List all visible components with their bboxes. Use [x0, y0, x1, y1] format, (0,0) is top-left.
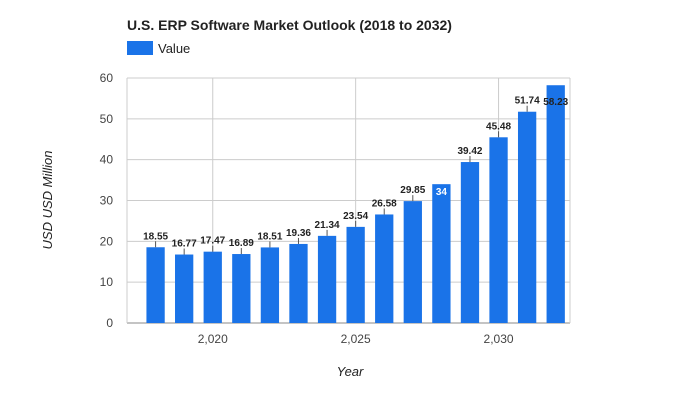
x-tick-label: 2,020: [198, 332, 228, 346]
data-label: 17.47: [200, 236, 225, 247]
legend-label: Value: [158, 41, 190, 56]
y-tick-label: 20: [100, 234, 114, 248]
bar: [175, 254, 194, 323]
y-tick-label: 50: [100, 112, 114, 126]
data-label: 18.51: [257, 231, 282, 242]
data-label: 45.48: [486, 121, 511, 132]
bar: [289, 243, 308, 323]
bar: [317, 235, 337, 323]
bar: [403, 201, 422, 323]
data-label: 58.23: [543, 97, 568, 108]
bar: [432, 184, 451, 323]
bar: [146, 247, 165, 323]
data-label: 51.74: [515, 96, 540, 107]
y-tick-label: 0: [106, 316, 113, 330]
data-label: 16.89: [229, 238, 254, 249]
data-label: 29.85: [400, 185, 425, 196]
bar: [546, 85, 565, 323]
bar: [375, 214, 394, 323]
data-label: 19.36: [286, 228, 311, 239]
y-tick-label: 10: [100, 275, 114, 289]
bars: [146, 85, 565, 323]
data-label: 18.55: [143, 231, 168, 242]
data-label: 23.54: [343, 211, 368, 222]
data-label: 21.34: [315, 220, 340, 231]
data-label: 39.42: [457, 146, 482, 157]
y-tick-label: 40: [100, 153, 114, 167]
x-axis-title: Year: [337, 364, 364, 379]
x-tick-label: 2,030: [484, 332, 514, 346]
gridlines: [126, 77, 571, 324]
x-tick-labels: 2,020 2,025 2,030: [198, 332, 514, 346]
legend: Value: [127, 41, 190, 56]
data-label: 26.58: [372, 198, 397, 209]
bar: [346, 226, 365, 323]
legend-swatch: [127, 41, 153, 55]
y-tick-label: 60: [100, 71, 114, 85]
bar: [232, 254, 251, 323]
bar: [489, 137, 508, 323]
data-label: 34: [436, 187, 448, 198]
bar: [460, 162, 480, 323]
chart-title: U.S. ERP Software Market Outlook (2018 t…: [127, 17, 452, 33]
data-label: 16.77: [172, 239, 197, 250]
bar: [517, 111, 537, 323]
y-axis-title: USD USD Million: [40, 151, 55, 250]
y-tick-labels: 0 10 20 30 40 50 60: [100, 71, 114, 330]
x-tick-label: 2,025: [341, 332, 371, 346]
bar: [203, 251, 222, 323]
y-tick-label: 30: [100, 194, 114, 208]
bar: [260, 247, 280, 323]
